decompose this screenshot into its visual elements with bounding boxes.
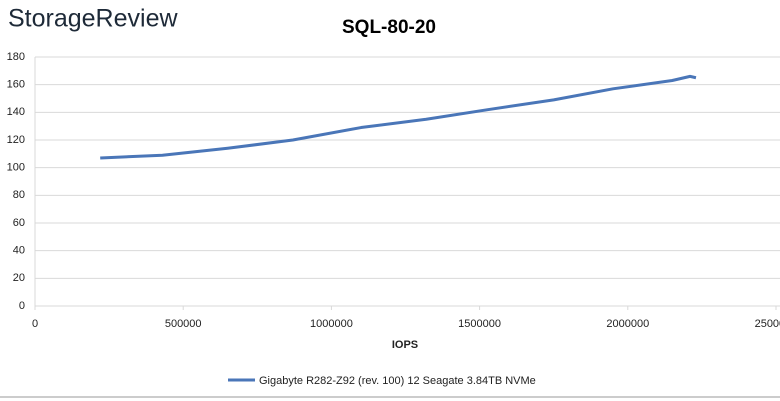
x-tick-label: 500000 <box>165 318 202 330</box>
x-tick-label: 2000000 <box>606 318 649 330</box>
logo: StorageReview <box>8 5 178 33</box>
data-line <box>100 74 697 160</box>
y-tick-label: 140 <box>7 106 25 118</box>
y-tick-label: 60 <box>13 217 25 229</box>
y-tick-label: 180 <box>7 51 25 63</box>
x-tick-label: 0 <box>32 318 38 330</box>
y-tick-label: 100 <box>7 162 25 174</box>
y-tick-label: 80 <box>13 189 25 201</box>
x-tick-label: 1000000 <box>310 318 353 330</box>
y-tick-label: 20 <box>13 272 25 284</box>
y-tick-label: 120 <box>7 134 25 146</box>
y-tick-label: 160 <box>7 79 25 91</box>
chart-title: SQL-80-20 <box>342 17 436 38</box>
x-tick-label: 2500000 <box>755 318 780 330</box>
x-axis-label: IOPS <box>392 339 418 351</box>
y-tick-label: 40 <box>13 245 25 257</box>
x-tick-label: 1500000 <box>458 318 501 330</box>
legend-label: Gigabyte R282-Z92 (rev. 100) 12 Seagate … <box>259 375 536 387</box>
y-tick-label: 0 <box>19 300 25 312</box>
